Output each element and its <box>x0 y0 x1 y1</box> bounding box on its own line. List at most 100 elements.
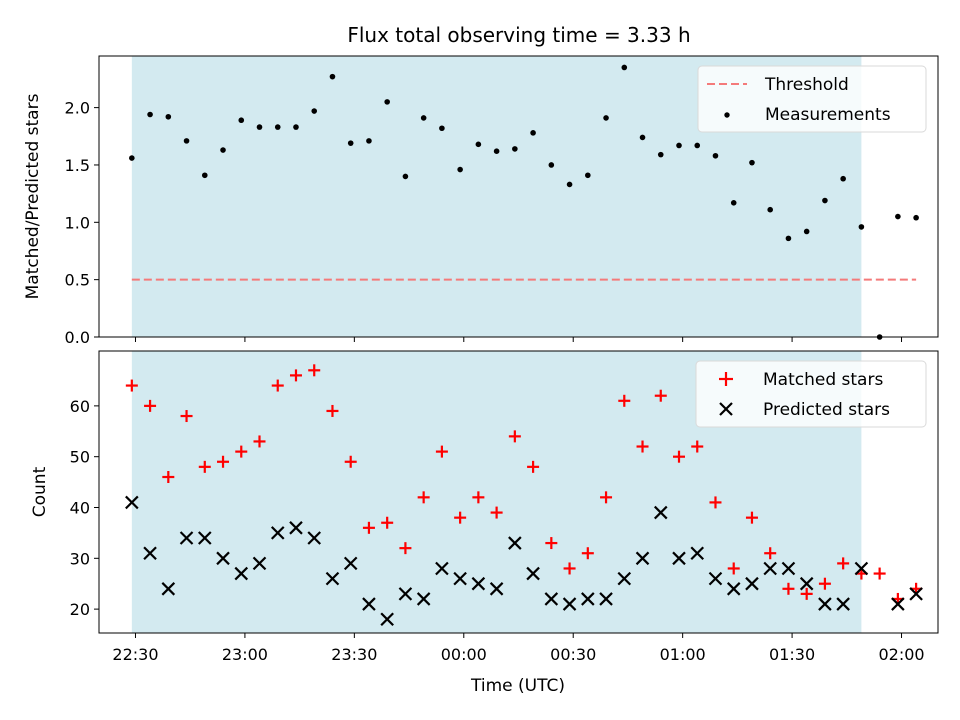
top-x-axis-ticks <box>134 337 903 342</box>
matched-star-point <box>490 506 503 519</box>
measurement-point <box>201 172 208 179</box>
legend-measurements-swatch <box>724 112 730 118</box>
bottom-x-axis-ticks: 22:30 23:00 23:30 00:00 00:30 01:00 01:30 02:00 <box>112 633 925 664</box>
x-tick-label: 22:30 <box>112 645 158 664</box>
matched-star-point <box>399 542 412 555</box>
measurement-point <box>548 162 555 168</box>
predicted-star-point <box>161 582 176 596</box>
predicted-star-point <box>544 592 559 606</box>
legend-threshold-label: Threshold <box>764 75 849 95</box>
measurement-point <box>767 206 773 213</box>
matched-star-point <box>417 491 430 504</box>
measurement-point <box>238 117 245 124</box>
measurement-point <box>803 228 810 235</box>
matched-star-point <box>344 455 357 468</box>
predicted-star-point <box>599 592 613 606</box>
predicted-star-point <box>909 587 923 601</box>
measurement-point <box>694 142 701 149</box>
measurement-point <box>165 113 172 120</box>
predicted-star-point <box>781 561 796 576</box>
predicted-star-point <box>125 495 139 510</box>
matched-star-point <box>618 394 631 407</box>
predicted-star-point <box>526 566 540 581</box>
legend-matched-swatch <box>719 372 733 386</box>
matched-star-point <box>545 537 558 550</box>
measurement-point <box>858 224 865 230</box>
measurement-point <box>566 181 573 188</box>
measurement-point <box>329 73 336 80</box>
measurement-point <box>183 138 190 144</box>
predicted-star-point <box>635 551 650 566</box>
measurement-point <box>676 142 682 149</box>
measurement-point <box>895 213 901 220</box>
measurement-point <box>256 124 263 130</box>
matched-star-point <box>818 577 831 590</box>
top-legend: Threshold Measurements <box>697 65 927 133</box>
matched-star-point <box>271 379 284 392</box>
matched-star-point <box>144 399 157 412</box>
legend-measurements-label: Measurements <box>765 105 891 125</box>
y-tick-label: 50 <box>70 448 90 467</box>
predicted-star-point <box>179 531 194 545</box>
measurement-point <box>457 166 463 173</box>
matched-star-point <box>308 364 321 377</box>
predicted-star-point <box>653 505 668 520</box>
matched-star-point <box>800 587 813 600</box>
measurement-point <box>147 111 153 118</box>
matched-star-point <box>527 460 540 473</box>
predicted-star-point <box>617 571 632 586</box>
measurement-point <box>822 197 828 204</box>
predicted-star-point <box>708 571 723 586</box>
matched-star-point <box>873 567 886 580</box>
matched-star-point <box>253 435 266 448</box>
bottom-plot-frame <box>98 350 939 634</box>
predicted-star-point <box>818 597 832 611</box>
matched-star-point <box>198 460 211 473</box>
bottom-y-axis-ticks: 20 30 40 50 60 <box>70 397 99 619</box>
top-y-axis-label: Matched/Predicted stars <box>23 93 43 299</box>
predicted-star-point <box>198 531 212 545</box>
predicted-stars-series <box>125 495 923 627</box>
x-tick-label: 02:00 <box>878 645 924 664</box>
predicted-star-point <box>435 561 449 576</box>
predicted-star-point <box>854 561 869 576</box>
measurement-point <box>712 152 719 159</box>
matched-star-point <box>837 557 850 570</box>
matched-star-point <box>289 369 302 382</box>
measurement-point <box>420 115 427 121</box>
measurement-point <box>129 155 135 161</box>
predicted-star-point <box>508 536 522 550</box>
predicted-star-point <box>726 582 741 596</box>
measurement-point <box>749 159 755 166</box>
y-tick-label: 2.0 <box>65 99 90 118</box>
predicted-star-point <box>745 576 759 591</box>
top-y-axis-ticks: 0.0 0.5 1.0 1.5 2.0 <box>65 99 99 347</box>
predicted-star-point <box>489 582 504 596</box>
predicted-star-point <box>325 571 340 586</box>
matched-star-point <box>125 379 138 392</box>
x-tick-label: 23:00 <box>222 645 268 664</box>
matched-star-point <box>654 389 667 402</box>
predicted-star-point <box>252 556 267 571</box>
legend-predicted-label: Predicted stars <box>763 400 890 420</box>
predicted-star-point <box>289 521 303 535</box>
y-tick-label: 30 <box>70 549 90 568</box>
measurements-series <box>129 64 919 340</box>
measurement-point <box>347 140 354 146</box>
predicted-star-point <box>143 546 157 561</box>
y-tick-label: 0.0 <box>65 328 90 347</box>
matched-star-point <box>581 547 594 560</box>
y-tick-label: 1.5 <box>65 156 90 175</box>
top-plot-frame <box>98 55 939 338</box>
matched-star-point <box>454 511 467 524</box>
y-tick-label: 0.5 <box>65 271 90 290</box>
predicted-star-point <box>398 587 413 601</box>
predicted-star-point <box>471 576 486 591</box>
chart-title: Flux total observing time = 3.33 h <box>347 23 690 47</box>
measurement-point <box>439 125 445 132</box>
measurement-point <box>913 214 919 221</box>
predicted-star-point <box>307 531 321 545</box>
matched-star-point <box>709 496 722 509</box>
predicted-star-point <box>416 592 431 606</box>
